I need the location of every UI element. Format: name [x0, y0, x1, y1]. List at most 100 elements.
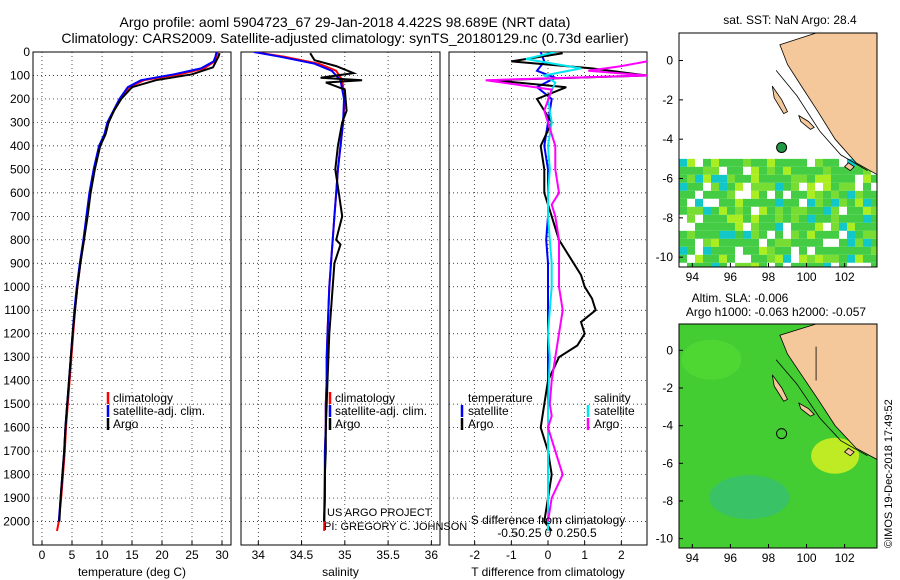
sst-cell — [735, 254, 743, 263]
sst-cell — [783, 190, 791, 199]
sst-cell — [839, 246, 847, 255]
sst-cell — [767, 230, 775, 239]
sst-cell — [871, 262, 877, 267]
legend-t-satellite-label: satellite — [468, 404, 509, 418]
x-tick-label: 35.5 — [376, 548, 400, 562]
y-tick-label: 2000 — [3, 515, 30, 529]
y-tick-label: 900 — [10, 256, 30, 270]
sst-cell — [695, 198, 703, 207]
x-tick-label: 2 — [618, 548, 625, 562]
land-sumatra — [779, 33, 877, 176]
sst-cell — [743, 174, 751, 183]
sst-cell — [767, 238, 775, 247]
sst-cell — [703, 214, 711, 223]
y-tick-label: 100 — [10, 68, 30, 82]
sst-cell — [759, 198, 767, 207]
bathymetry-contour — [775, 359, 868, 457]
sst-cell — [807, 206, 815, 215]
sst-cell — [727, 238, 735, 247]
series-s-argo — [485, 60, 647, 522]
sst-cell — [695, 174, 703, 183]
sst-cell — [783, 222, 791, 231]
sst-cell — [807, 254, 815, 263]
sst-cell — [767, 174, 775, 183]
sst-cell — [719, 166, 727, 175]
sst-cell — [815, 198, 823, 207]
sst-cell — [839, 262, 847, 267]
sst-cell — [711, 158, 719, 167]
sst-cell — [807, 246, 815, 255]
sst-cell — [759, 254, 767, 263]
x-tick-label: -2 — [469, 548, 480, 562]
sst-cell — [687, 182, 695, 191]
sst-cell — [743, 222, 751, 231]
sst-cell — [783, 246, 791, 255]
sst-cell — [703, 182, 711, 191]
sst-cell — [847, 158, 855, 167]
legend-salinity-title: salinity — [594, 391, 631, 405]
sst-cell — [743, 214, 751, 223]
sst-cell — [807, 222, 815, 231]
land-island — [771, 85, 789, 115]
legend-temperature-title: temperature — [468, 391, 533, 405]
land-island — [798, 402, 815, 417]
sst-cell — [711, 182, 719, 191]
s-difference-axis-label: S difference from climatology — [471, 513, 626, 527]
sst-cell — [727, 174, 735, 183]
sst-cell — [743, 182, 751, 191]
y-tick-label: 1400 — [3, 374, 30, 388]
sst-cell — [847, 254, 855, 263]
sst-cell — [855, 246, 863, 255]
sst-cell — [751, 198, 759, 207]
sst-cell — [687, 190, 695, 199]
sst-cell — [775, 166, 783, 175]
difference-legend: temperature satellite Argo salinity sate… — [460, 391, 635, 431]
sst-cell — [727, 166, 735, 175]
sst-cell — [679, 158, 687, 167]
sst-cell — [815, 190, 823, 199]
sst-cell — [871, 246, 877, 255]
sst-cell — [847, 190, 855, 199]
sst-cell — [855, 190, 863, 199]
x-tick-label: 1 — [581, 548, 588, 562]
series-group — [253, 52, 363, 531]
sst-cell — [767, 158, 775, 167]
sst-cell — [791, 230, 799, 239]
sst-cell — [839, 190, 847, 199]
sst-cell — [799, 230, 807, 239]
sst-cell — [711, 174, 719, 183]
map-y-tick-label: -8 — [662, 494, 673, 508]
series-group — [485, 52, 647, 532]
sst-cell — [831, 254, 839, 263]
sst-cell — [775, 190, 783, 199]
sst-cell — [719, 254, 727, 263]
legend-climatology-label: climatology — [335, 391, 395, 405]
argo-position-marker — [776, 141, 788, 153]
land-sumatra — [779, 324, 877, 460]
sst-cell — [751, 246, 759, 255]
sst-cell — [719, 222, 727, 231]
sst-cell — [703, 222, 711, 231]
sst-cell — [871, 190, 877, 199]
sst-cell — [727, 246, 735, 255]
sst-cell — [743, 190, 751, 199]
sst-cell — [759, 262, 767, 267]
sst-cell — [687, 174, 695, 183]
sst-cell — [679, 198, 687, 207]
sst-cell — [807, 158, 815, 167]
sst-cell — [735, 190, 743, 199]
sst-cell — [863, 214, 871, 223]
grid — [449, 51, 647, 545]
sst-cell — [759, 166, 767, 175]
sst-cell — [823, 230, 831, 239]
sst-cell — [799, 158, 807, 167]
sst-cell — [775, 198, 783, 207]
sst-cell — [695, 206, 703, 215]
sst-cell — [775, 230, 783, 239]
sst-cell — [863, 246, 871, 255]
sst-cell — [823, 214, 831, 223]
map-x-tick-label: 96 — [724, 270, 738, 284]
sst-cell — [815, 182, 823, 191]
legend-climatology-label: climatology — [113, 391, 173, 405]
bathymetry-contour — [775, 70, 868, 171]
